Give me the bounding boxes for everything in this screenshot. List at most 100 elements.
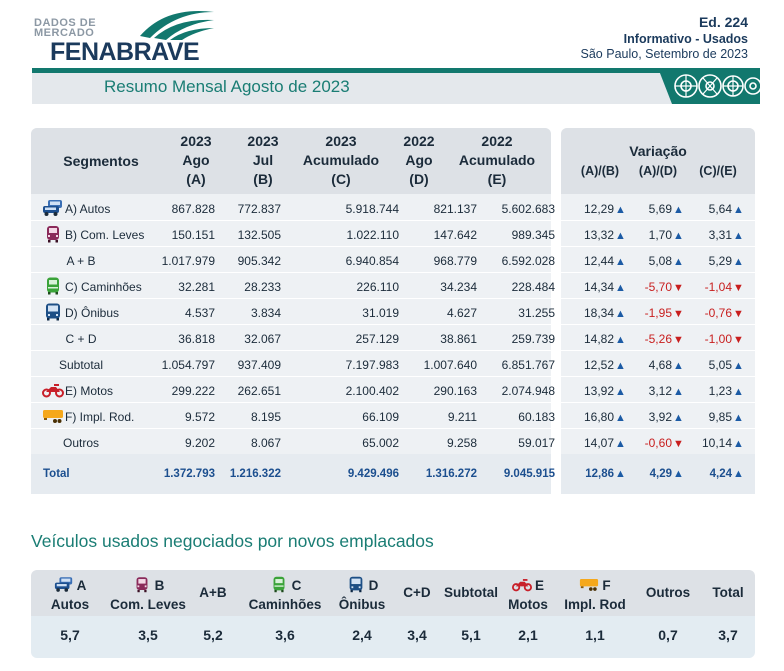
row-value: 2.074.948 bbox=[501, 384, 555, 398]
ratio-col-code: E bbox=[534, 578, 544, 593]
row-value: 9.572 bbox=[184, 410, 215, 424]
row-value: 9.258 bbox=[446, 436, 477, 450]
ratio-value: 0,7 bbox=[658, 627, 678, 643]
variation-row: 18,34▲ -1,95▼ -0,76▼ bbox=[561, 298, 755, 325]
variation-value: 9,85▲ bbox=[687, 402, 744, 428]
logo-wordmark: FENABRAVE bbox=[50, 38, 200, 66]
row-value: 65.002 bbox=[362, 436, 399, 450]
ratio-col-name: Total bbox=[712, 585, 744, 600]
arrow-up-icon: ▲ bbox=[733, 256, 744, 268]
variation-value: 10,14▲ bbox=[687, 428, 744, 454]
arrow-down-icon: ▼ bbox=[673, 334, 684, 346]
row-value: 228.484 bbox=[511, 280, 555, 294]
variation-number: 13,92 bbox=[583, 384, 614, 398]
variation-value: 12,86▲ bbox=[569, 454, 626, 494]
variation-row: 14,82▲ -5,26▼ -1,00▼ bbox=[561, 324, 755, 351]
arrow-up-icon: ▲ bbox=[673, 360, 684, 372]
row-value: 4.627 bbox=[446, 306, 477, 320]
table-row: B) Com. Leves 150.151 132.505 1.022.110 147.… bbox=[31, 220, 555, 247]
row-value: 968.779 bbox=[433, 254, 477, 268]
truck-icon bbox=[269, 576, 289, 593]
var-col-header-ce: (C)/(E) bbox=[699, 164, 737, 178]
variation-number: 5,64 bbox=[708, 202, 732, 216]
variation-number: -1,04 bbox=[704, 280, 732, 294]
variation-value: 13,92▲ bbox=[569, 376, 626, 402]
variation-value: 12,29▲ bbox=[569, 194, 626, 220]
ratio-value: 3,6 bbox=[275, 627, 295, 643]
table-row: A) Autos 867.828 772.837 5.918.744 821.137 5.… bbox=[31, 194, 555, 221]
variation-row: 13,32▲ 1,70▲ 3,31▲ bbox=[561, 220, 755, 247]
row-label: A) Autos bbox=[65, 202, 111, 216]
arrow-down-icon: ▼ bbox=[673, 282, 684, 294]
variation-number: 12,86 bbox=[585, 468, 614, 480]
row-value: 36.818 bbox=[178, 332, 215, 346]
variation-number: 14,07 bbox=[583, 436, 614, 450]
row-value: 1.022.110 bbox=[346, 228, 400, 242]
variation-value: -0,76▼ bbox=[687, 298, 744, 324]
row-label: Total bbox=[43, 468, 70, 480]
row-value: 905.342 bbox=[237, 254, 281, 268]
arrow-up-icon: ▲ bbox=[673, 386, 684, 398]
ratio-col-header: B Com. Leves bbox=[109, 570, 187, 616]
arrow-up-icon: ▲ bbox=[615, 282, 626, 294]
variation-number: 18,34 bbox=[583, 306, 614, 320]
table-row: C) Caminhões 32.281 28.233 226.110 34.234 228… bbox=[31, 272, 555, 299]
arrow-up-icon: ▲ bbox=[673, 204, 684, 216]
table-row: Subtotal 1.054.797 937.409 7.197.983 1.007.6… bbox=[31, 350, 555, 377]
truck-icon bbox=[42, 277, 64, 295]
ratio-value: 3,5 bbox=[138, 627, 158, 643]
variation-row: 16,80▲ 3,92▲ 9,85▲ bbox=[561, 402, 755, 429]
row-value: 262.651 bbox=[237, 384, 281, 398]
variation-value: 4,68▲ bbox=[627, 350, 684, 376]
ratio-col-header: Subtotal bbox=[441, 570, 501, 616]
row-label: D) Ônibus bbox=[65, 306, 120, 320]
row-value: 257.129 bbox=[355, 332, 399, 346]
table-row: A + B 1.017.979 905.342 6.940.854 968.779 6.5… bbox=[31, 246, 555, 273]
row-value: 32.067 bbox=[244, 332, 281, 346]
variation-number: 4,29 bbox=[649, 468, 672, 480]
ratio-col-header: C+D bbox=[393, 570, 441, 616]
arrow-up-icon: ▲ bbox=[615, 308, 626, 320]
ratio-col-code: A bbox=[76, 578, 87, 593]
variation-number: 3,31 bbox=[708, 228, 732, 242]
row-value: 937.409 bbox=[237, 358, 281, 372]
row-value: 8.195 bbox=[250, 410, 281, 424]
arrow-up-icon: ▲ bbox=[733, 386, 744, 398]
col-header-b: 2023 Jul (B) bbox=[247, 133, 279, 187]
variation-row: 12,44▲ 5,08▲ 5,29▲ bbox=[561, 246, 755, 273]
variation-number: 4,24 bbox=[709, 468, 732, 480]
variation-value: 5,69▲ bbox=[627, 194, 684, 220]
variation-number: -0,76 bbox=[704, 306, 732, 320]
row-value: 989.345 bbox=[511, 228, 555, 242]
row-value: 9.045.915 bbox=[503, 468, 555, 480]
arrow-up-icon: ▲ bbox=[615, 438, 626, 450]
variation-row: 12,52▲ 4,68▲ 5,05▲ bbox=[561, 350, 755, 377]
variation-row: 13,92▲ 3,12▲ 1,23▲ bbox=[561, 376, 755, 403]
var-col-header-ad: (A)/(D) bbox=[638, 164, 678, 178]
variation-number: -0,60 bbox=[644, 436, 672, 450]
ratio-col-header: Total bbox=[701, 570, 755, 616]
variation-number: -1,95 bbox=[644, 306, 672, 320]
ratio-value: 5,2 bbox=[203, 627, 223, 643]
arrow-up-icon: ▲ bbox=[615, 386, 626, 398]
variation-number: 12,52 bbox=[583, 358, 614, 372]
row-value: 9.211 bbox=[447, 410, 477, 424]
row-value: 772.837 bbox=[237, 202, 281, 216]
row-value: 290.163 bbox=[433, 384, 477, 398]
ratio-table: A Autos 5,7 B Com. Leves 3,5 A+B 5,2 C Caminhões 3… bbox=[31, 570, 755, 658]
row-value: 4.537 bbox=[184, 306, 215, 320]
variation-value: 1,70▲ bbox=[627, 220, 684, 246]
table-row: D) Ônibus 4.537 3.834 31.019 4.627 31.255 bbox=[31, 298, 555, 325]
row-value: 31.255 bbox=[518, 306, 555, 320]
variation-value: 1,23▲ bbox=[687, 376, 744, 402]
row-value: 259.739 bbox=[511, 332, 555, 346]
row-value: 1.054.797 bbox=[161, 358, 215, 372]
variation-value: 3,92▲ bbox=[627, 402, 684, 428]
row-value: 8.067 bbox=[250, 436, 281, 450]
variation-value: 12,52▲ bbox=[569, 350, 626, 376]
variation-number: 5,69 bbox=[648, 202, 672, 216]
arrow-up-icon: ▲ bbox=[733, 412, 744, 424]
variation-value: 13,32▲ bbox=[569, 220, 626, 246]
variation-number: 5,08 bbox=[648, 254, 672, 268]
row-value: 60.183 bbox=[518, 410, 555, 424]
